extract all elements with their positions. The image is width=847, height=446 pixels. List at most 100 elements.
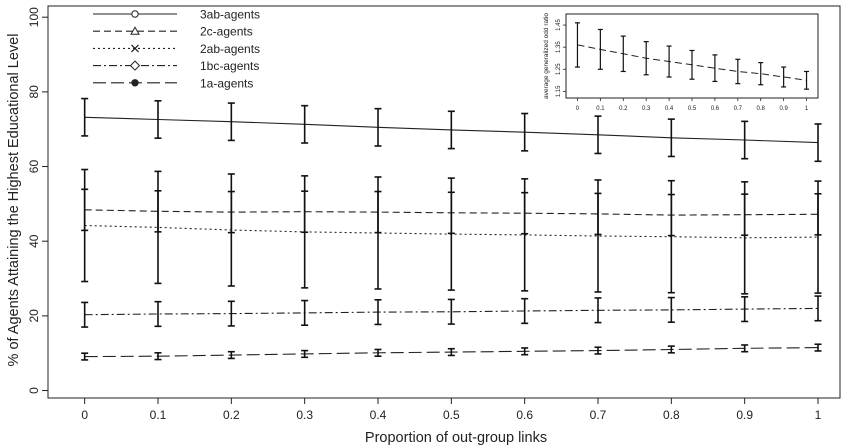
legend-label: 2ab-agents — [200, 42, 260, 56]
error-bar — [227, 102, 235, 142]
error-bar — [594, 297, 602, 324]
inset-x-tick-label: 0.4 — [665, 106, 674, 112]
legend-entry-3ab-agents: 3ab-agents — [93, 8, 260, 22]
error-bar — [741, 120, 749, 160]
legend-entry-1a-agents: 1a-agents — [93, 76, 253, 90]
error-bar — [81, 97, 89, 137]
error-bar — [227, 350, 235, 360]
error-bar — [447, 110, 455, 150]
y-tick-label: 40 — [27, 234, 41, 248]
inset-error-bar — [666, 45, 672, 78]
legend-marker — [131, 10, 139, 18]
error-bar — [814, 123, 822, 163]
error-bar — [227, 300, 235, 327]
legend-entry-2c-agents: 2c-agents — [93, 25, 253, 39]
series-1a-agents — [81, 343, 822, 361]
error-bar — [667, 179, 675, 294]
x-tick-label: 0.9 — [736, 408, 753, 422]
inset-x-tick-label: 1 — [805, 106, 809, 112]
legend-marker — [131, 79, 139, 87]
inset-error-bar — [574, 22, 580, 68]
inset-background — [537, 6, 825, 119]
y-tick-label: 20 — [27, 309, 41, 323]
x-axis-label: Proportion of out-group links — [365, 430, 547, 446]
error-bar — [374, 348, 382, 357]
legend-marker — [129, 60, 141, 71]
error-bar — [814, 295, 822, 322]
inset-x-tick-label: 0.1 — [596, 106, 605, 112]
x-tick-label: 0.3 — [296, 408, 313, 422]
inset-x-tick-label: 0.6 — [711, 106, 720, 112]
error-bar — [154, 100, 162, 139]
error-bar — [521, 112, 529, 152]
main-chart: 0 0.1 0.2 0.3 0.4 0.5 0.6 0.7 0.8 0.9 102040608010… — [6, 5, 841, 446]
error-bar — [81, 168, 89, 283]
legend-entry-2ab-agents: 2ab-agents — [93, 42, 260, 56]
series-line — [84, 307, 819, 316]
error-bar — [594, 179, 602, 293]
x-tick-label: 0 — [81, 408, 88, 422]
x-tick-label: 0.6 — [516, 408, 533, 422]
legend-marker — [131, 44, 139, 53]
inset-error-bar — [620, 35, 626, 73]
error-bar — [741, 181, 749, 295]
inset-y-tick-label: 1.45 — [556, 19, 562, 31]
error-bar — [447, 298, 455, 325]
error-bar — [521, 178, 529, 292]
series-1bc-agents — [81, 295, 822, 328]
error-bar — [521, 347, 529, 356]
inset-x-tick-label: 0.9 — [779, 106, 788, 112]
error-bar — [301, 299, 309, 327]
error-bar — [301, 104, 309, 144]
legend-label: 1a-agents — [200, 76, 253, 90]
error-bar — [447, 177, 455, 291]
x-tick-label: 0.4 — [370, 408, 387, 422]
inset-y-axis-label: average generalized odd ratio — [543, 13, 550, 99]
inset-error-bar — [781, 66, 787, 88]
series-2ab-agents — [81, 168, 822, 295]
inset-error-bar — [758, 62, 764, 86]
error-bar — [667, 345, 675, 354]
inset-x-tick-label: 0.5 — [688, 106, 697, 112]
inset-error-bar — [597, 28, 603, 70]
y-tick-label: 60 — [27, 160, 41, 174]
error-bar — [667, 296, 675, 324]
error-bar — [447, 347, 455, 357]
inset-x-tick-label: 0.7 — [734, 106, 743, 112]
inset-y-tick-label: 1.25 — [556, 63, 562, 75]
x-tick-label: 0.7 — [590, 408, 607, 422]
error-bar — [154, 300, 162, 328]
error-bar — [741, 296, 749, 323]
legend-label: 1bc-agents — [200, 59, 259, 73]
inset-x-tick-label: 0.8 — [757, 106, 766, 112]
inset-y-tick-label: 1.35 — [556, 41, 562, 53]
inset-error-bar — [735, 58, 741, 85]
error-bar — [374, 107, 382, 147]
error-bar — [301, 175, 309, 289]
inset-error-bar — [643, 41, 649, 76]
x-tick-label: 0.1 — [150, 408, 167, 422]
y-tick-label: 80 — [27, 85, 41, 99]
inset-x-tick-label: 0 — [576, 106, 580, 112]
inset-error-bar — [712, 54, 718, 83]
x-tick-label: 1 — [815, 408, 822, 422]
legend: 3ab-agents 2c-agents 2ab-agents 1bc-agents 1… — [93, 8, 260, 90]
error-bar — [594, 115, 602, 155]
error-bar — [594, 346, 602, 355]
plot-frame — [47, 5, 841, 399]
legend-label: 2c-agents — [200, 25, 253, 39]
error-bar — [741, 344, 749, 353]
error-bar — [374, 176, 382, 290]
error-bar — [227, 173, 235, 287]
x-tick-label: 0.8 — [663, 408, 680, 422]
inset-error-bar — [689, 49, 695, 80]
error-bar — [81, 352, 89, 361]
legend-label: 3ab-agents — [200, 8, 260, 22]
series-3ab-agents — [81, 97, 822, 163]
error-bar — [667, 118, 675, 158]
inset-series — [574, 22, 810, 90]
legend-marker — [130, 26, 140, 35]
error-bar — [521, 297, 529, 325]
error-bar — [154, 352, 162, 361]
